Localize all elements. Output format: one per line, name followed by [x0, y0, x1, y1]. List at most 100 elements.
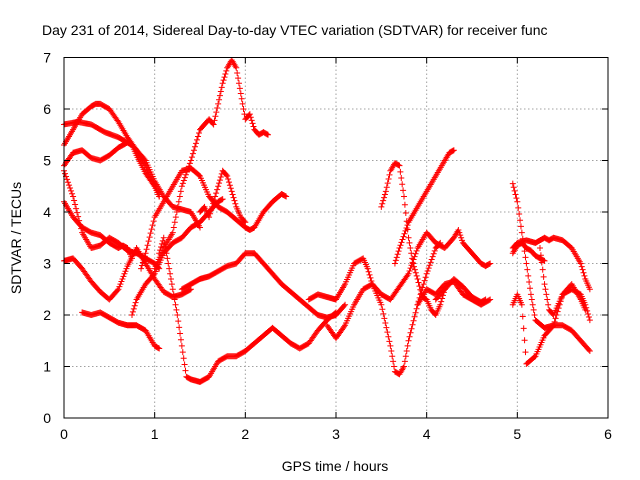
series-track-15 — [323, 239, 444, 378]
data-point — [527, 285, 534, 292]
data-point — [220, 77, 227, 84]
data-point — [410, 256, 417, 263]
data-point — [166, 265, 173, 272]
data-point — [524, 266, 531, 273]
data-point — [246, 111, 253, 118]
data-point — [541, 281, 548, 288]
data-point — [421, 277, 428, 284]
data-point — [537, 252, 544, 259]
y-tick-label: 4 — [43, 204, 51, 220]
data-point — [138, 262, 145, 269]
data-point — [406, 267, 413, 274]
data-point — [584, 307, 591, 314]
data-point — [223, 67, 230, 74]
data-point — [223, 171, 230, 178]
data-point — [333, 309, 339, 316]
data-point — [232, 200, 239, 207]
data-point — [182, 171, 189, 178]
data-point — [187, 157, 194, 164]
data-point — [512, 191, 519, 198]
data-point — [188, 154, 195, 161]
data-point — [522, 254, 529, 261]
x-tick-label: 3 — [332, 426, 340, 442]
data-point — [527, 291, 534, 298]
data-point — [140, 256, 147, 263]
data-point — [172, 301, 179, 308]
data-point — [378, 203, 385, 210]
data-point — [237, 90, 244, 97]
data-point — [396, 245, 403, 252]
data-point — [399, 181, 406, 188]
series-track-3 — [61, 139, 163, 200]
data-point — [342, 301, 349, 308]
data-point — [193, 136, 200, 143]
data-point — [459, 237, 466, 244]
data-point — [69, 190, 76, 197]
data-point — [394, 251, 401, 258]
data-point — [380, 310, 387, 317]
data-point — [64, 176, 71, 183]
data-point — [538, 259, 545, 266]
data-point — [514, 198, 521, 205]
axis-ticks: 0 1 2 3 4 5 6 0 1 2 3 4 5 6 7 — [43, 50, 612, 443]
data-point — [170, 291, 177, 298]
data-point — [210, 121, 217, 128]
data-point — [171, 296, 178, 303]
data-point — [395, 248, 402, 255]
data-point — [422, 274, 429, 281]
data-point — [168, 281, 175, 288]
data-point — [384, 329, 391, 336]
data-point — [226, 179, 233, 186]
data-point — [364, 265, 371, 272]
data-point — [341, 323, 348, 330]
data-point — [583, 304, 590, 311]
data-point — [142, 250, 149, 257]
data-point — [517, 223, 524, 230]
data-point — [402, 227, 409, 234]
data-point — [219, 80, 226, 87]
data-point — [195, 172, 202, 179]
series-track-23 — [509, 291, 593, 367]
data-point — [511, 187, 518, 194]
series-track-11 — [138, 165, 290, 272]
data-point — [74, 209, 81, 216]
data-point — [401, 358, 408, 365]
data-point — [385, 333, 392, 340]
data-point — [218, 84, 225, 91]
data-point — [420, 281, 427, 288]
data-point — [242, 219, 249, 226]
data-point — [400, 233, 407, 240]
data-point — [367, 274, 374, 281]
data-point — [238, 95, 245, 102]
data-point — [144, 242, 151, 249]
data-point — [383, 324, 390, 331]
data-point — [424, 267, 431, 274]
data-point — [149, 222, 156, 229]
data-point — [122, 268, 129, 275]
data-point — [235, 75, 242, 82]
data-point — [517, 217, 524, 224]
data-point — [175, 318, 182, 325]
data-point — [114, 117, 121, 124]
data-point — [216, 177, 223, 184]
data-point — [169, 229, 176, 236]
data-point — [70, 193, 77, 200]
data-point — [131, 302, 138, 309]
data-point — [396, 162, 403, 169]
data-point — [186, 286, 193, 293]
data-point — [73, 205, 80, 212]
data-point — [458, 234, 465, 241]
data-point — [408, 250, 415, 257]
series-track-17 — [391, 147, 457, 267]
data-point — [120, 273, 127, 280]
data-point — [409, 255, 416, 262]
data-point — [247, 114, 254, 121]
data-point — [513, 195, 520, 202]
data-point — [379, 200, 386, 207]
data-point — [164, 255, 171, 262]
data-point — [194, 133, 201, 140]
data-point — [526, 279, 533, 286]
data-point — [181, 361, 188, 368]
data-point — [174, 312, 181, 318]
